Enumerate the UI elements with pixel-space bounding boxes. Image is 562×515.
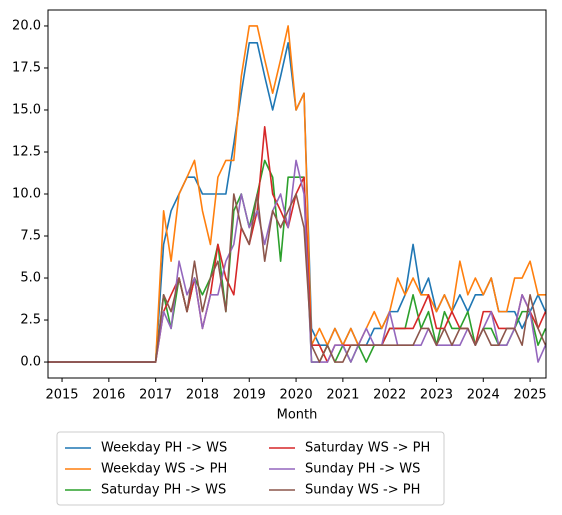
x-tick-label: 2016 xyxy=(92,388,125,403)
x-tick-label: 2024 xyxy=(467,388,500,403)
legend-label: Weekday WS -> PH xyxy=(101,462,227,477)
legend-label: Saturday PH -> WS xyxy=(101,483,226,498)
x-tick-label: 2018 xyxy=(186,388,219,403)
x-tick-label: 2025 xyxy=(514,388,547,403)
legend-label: Weekday PH -> WS xyxy=(101,441,227,456)
y-tick-label: 0.0 xyxy=(20,355,41,370)
y-tick-label: 2.5 xyxy=(20,313,41,328)
x-axis-label: Month xyxy=(277,408,318,423)
legend-box xyxy=(56,431,445,506)
x-tick-label: 2017 xyxy=(139,388,172,403)
series-line xyxy=(48,159,546,363)
x-tick-label: 2019 xyxy=(233,388,266,403)
x-tick-label: 2021 xyxy=(326,388,359,403)
legend-label: Sunday PH -> WS xyxy=(305,462,420,477)
y-tick-label: 5.0 xyxy=(20,271,41,286)
y-tick-label: 12.5 xyxy=(12,144,41,159)
x-tick-label: 2015 xyxy=(45,388,78,403)
y-tick-label: 10.0 xyxy=(12,187,41,202)
series-line xyxy=(48,193,546,363)
y-tick-label: 20.0 xyxy=(12,18,41,33)
x-tick-label: 2020 xyxy=(280,388,313,403)
series-line xyxy=(48,41,546,363)
legend-label: Saturday WS -> PH xyxy=(305,441,430,456)
plot-frame xyxy=(47,9,547,379)
x-tick-label: 2022 xyxy=(373,388,406,403)
y-tick-label: 17.5 xyxy=(12,60,41,75)
series-line xyxy=(48,159,546,363)
legend-label: Sunday WS -> PH xyxy=(305,483,420,498)
x-tick-label: 2023 xyxy=(420,388,453,403)
y-tick-label: 15.0 xyxy=(12,102,41,117)
series-line xyxy=(48,25,546,363)
y-tick-label: 7.5 xyxy=(20,229,41,244)
